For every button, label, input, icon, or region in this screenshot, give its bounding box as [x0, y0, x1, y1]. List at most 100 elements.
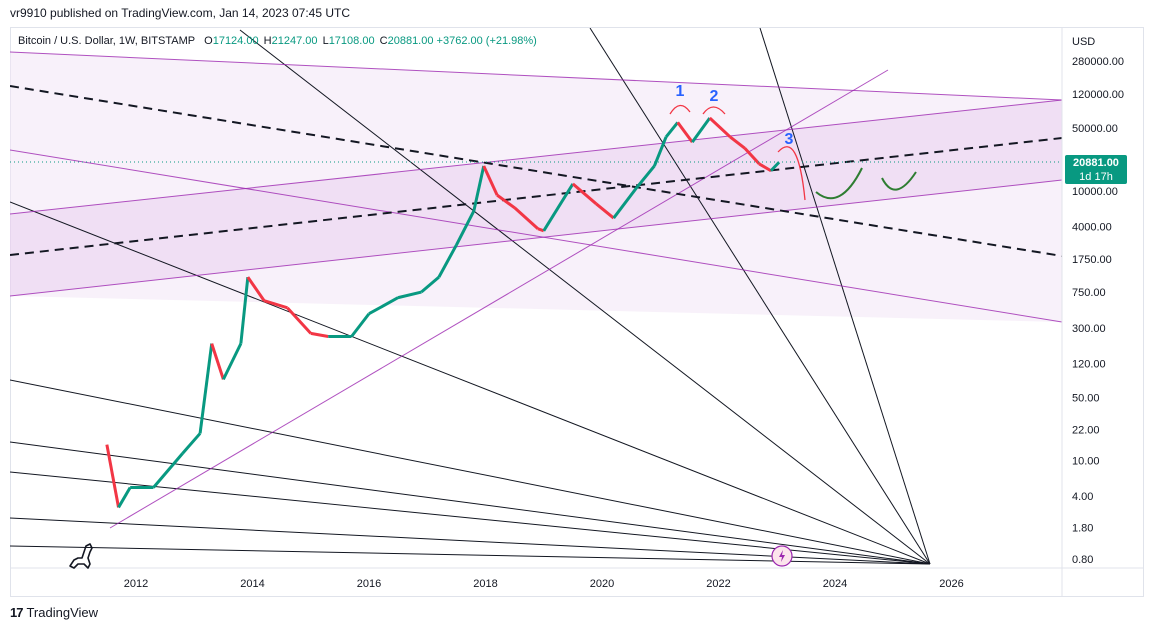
price-segment — [595, 202, 615, 220]
change-value: +3762.00 (+21.98%) — [436, 35, 537, 47]
lightning-event-icon[interactable] — [771, 545, 793, 567]
fan-line[interactable] — [10, 201, 931, 565]
price-segment — [758, 162, 772, 173]
red-arrow — [777, 146, 806, 201]
green-arrow — [815, 167, 863, 200]
annotations: 1 2 3 — [669, 83, 917, 201]
fan-line[interactable] — [10, 441, 931, 565]
y-tick-label: 1750.00 — [1072, 254, 1112, 266]
last-price-tag: 20881.00 1d 17h — [1065, 155, 1127, 184]
price-segment — [455, 210, 476, 246]
channel-line[interactable] — [10, 179, 1062, 297]
low-value: 17108.00 — [328, 35, 375, 47]
price-segment — [691, 117, 711, 144]
price-segment — [635, 165, 656, 189]
dashed-trend-line[interactable] — [10, 137, 1062, 256]
published-header: vr9910 published on TradingView.com, Jan… — [10, 6, 350, 20]
price-segment — [286, 306, 312, 335]
x-tick-label: 2020 — [590, 578, 614, 590]
green-arrow — [881, 171, 917, 191]
y-tick-label: 4000.00 — [1072, 222, 1112, 234]
price-segment — [420, 275, 440, 294]
channel-fill-upper — [10, 52, 1062, 322]
close-label: C — [379, 35, 388, 47]
y-tick-label: 120.00 — [1072, 359, 1106, 371]
fan-line[interactable] — [239, 29, 931, 565]
footer-brand-label: TradingView — [26, 605, 99, 620]
price-segment — [496, 193, 516, 210]
channel-line[interactable] — [10, 149, 1062, 323]
price-segment — [263, 299, 288, 310]
channel-line[interactable] — [109, 69, 889, 529]
chart-frame[interactable] — [10, 27, 1144, 597]
price-segment — [513, 206, 539, 230]
red-arrow — [702, 106, 726, 115]
x-tick-label: 2018 — [473, 578, 497, 590]
price-segment — [239, 276, 250, 344]
channel-fills — [10, 52, 1062, 322]
price-segment — [537, 227, 545, 233]
footer-brand[interactable]: 17 TradingView — [10, 605, 98, 620]
x-tick-label: 2022 — [706, 578, 730, 590]
wave-label: 1 — [676, 83, 685, 100]
y-tick-label: 0.80 — [1072, 554, 1093, 566]
price-segment — [350, 312, 371, 338]
y-tick-label: 50.00 — [1072, 393, 1100, 405]
price-segment — [708, 116, 732, 139]
y-tick-label: 10.00 — [1072, 455, 1100, 467]
x-tick-label: 2026 — [939, 578, 963, 590]
price-segment — [222, 342, 243, 381]
price-series — [105, 116, 781, 509]
channel-line[interactable] — [10, 99, 1062, 215]
dashed-trend-line[interactable] — [10, 85, 1062, 257]
y-tick-label: 1.80 — [1072, 522, 1093, 534]
price-segment — [310, 331, 329, 338]
symbol-legend[interactable]: Bitcoin / U.S. Dollar, 1W, BITSTAMP O171… — [18, 35, 537, 47]
price-segment — [198, 343, 214, 434]
open-value: 17124.00 — [212, 35, 259, 47]
y-tick-label: 120000.00 — [1072, 89, 1124, 101]
price-axis-unit: USD — [1072, 36, 1095, 48]
fan-line[interactable] — [759, 28, 931, 565]
y-tick-label: 750.00 — [1072, 287, 1106, 299]
y-tick-label: 280000.00 — [1072, 56, 1124, 68]
high-label: H — [263, 35, 272, 47]
price-axis[interactable]: 280000.00120000.0050000.0020000.0010000.… — [1072, 56, 1124, 566]
fan-line[interactable] — [10, 471, 931, 565]
last-price-value: 20881.00 — [1073, 157, 1119, 169]
y-tick-label: 300.00 — [1072, 323, 1106, 335]
fan-line[interactable] — [589, 28, 931, 565]
price-segment — [482, 165, 499, 196]
symbol-name: Bitcoin / U.S. Dollar, 1W, BITSTAMP — [18, 35, 196, 47]
price-segment — [664, 121, 679, 138]
price-segment — [105, 444, 120, 508]
price-segment — [571, 182, 598, 205]
y-tick-label: 10000.00 — [1072, 186, 1118, 198]
price-segment — [210, 343, 225, 380]
price-segment — [612, 186, 639, 219]
high-value: 21247.00 — [271, 35, 318, 47]
bar-countdown: 1d 17h — [1079, 171, 1113, 183]
price-segment — [181, 432, 202, 455]
price-segment — [542, 183, 575, 232]
red-arrow — [669, 104, 691, 115]
x-tick-label: 2016 — [357, 578, 381, 590]
y-tick-label: 50000.00 — [1072, 123, 1118, 135]
dino-icon — [69, 543, 93, 569]
fan-line[interactable] — [10, 379, 931, 565]
price-segment — [653, 136, 668, 167]
price-segment — [472, 165, 486, 212]
time-axis[interactable]: 2012 2014 2016 2018 2020 2022 2024 2026 — [124, 578, 964, 590]
price-segment — [437, 244, 458, 278]
x-tick-label: 2024 — [823, 578, 847, 590]
dashed-lines — [10, 85, 1062, 257]
x-tick-label: 2012 — [124, 578, 148, 590]
channel-fill-lower — [10, 100, 1062, 296]
price-segment — [769, 161, 781, 172]
price-segment — [676, 121, 694, 144]
channel-line[interactable] — [10, 51, 1062, 101]
price-segment — [368, 296, 399, 316]
open-label: O — [204, 35, 213, 47]
x-tick-label: 2014 — [240, 578, 264, 590]
